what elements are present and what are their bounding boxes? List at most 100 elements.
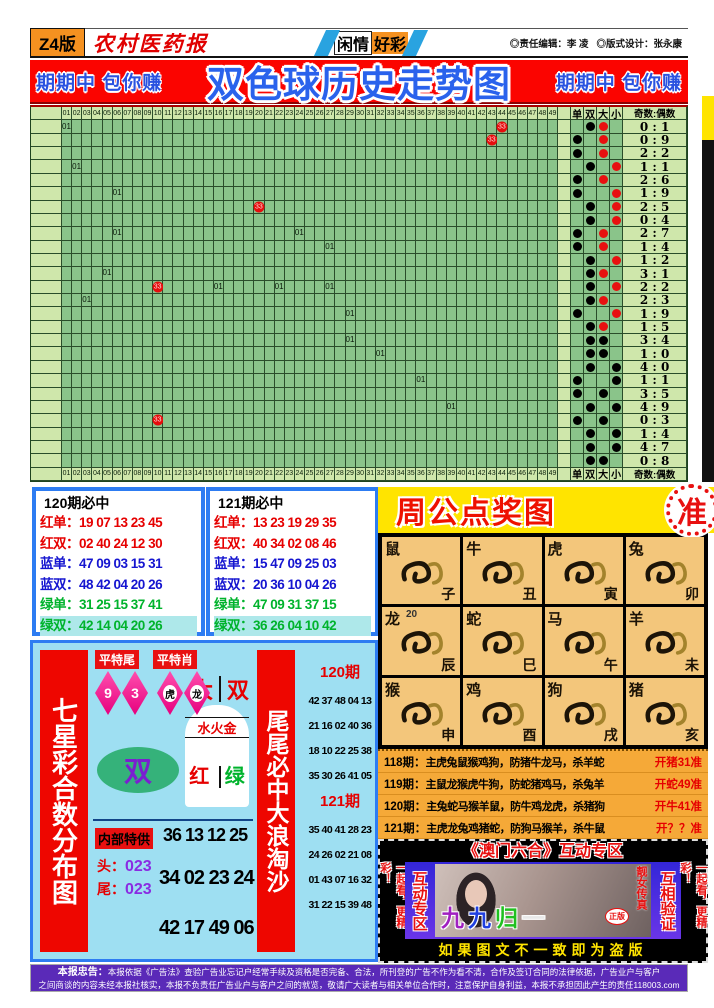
trend-cell	[254, 454, 265, 468]
trend-cell	[355, 454, 366, 468]
gap-cell	[558, 387, 572, 401]
trend-cell	[143, 454, 154, 468]
gap-cell	[558, 347, 572, 361]
trend-cell	[132, 173, 143, 188]
trend-cell	[234, 227, 245, 241]
tail-banner: 尾尾必中大浪淘沙	[257, 650, 295, 952]
indicator-cell	[597, 334, 611, 348]
trend-cell	[325, 360, 336, 375]
indicator-cell	[584, 280, 598, 295]
trend-cell	[386, 133, 397, 148]
trend-cell	[213, 253, 224, 268]
trend-cell	[406, 173, 417, 188]
trend-cell	[183, 414, 194, 428]
side-header: 单	[571, 107, 585, 121]
trend-cell	[264, 227, 275, 241]
trend-cell	[294, 213, 305, 228]
trend-cell	[193, 320, 204, 335]
trend-cell	[548, 133, 559, 148]
trend-cell	[244, 160, 255, 174]
trend-row: 33 01 01 01 2 : 2	[31, 280, 688, 295]
trend-cell	[193, 387, 204, 401]
zodiac-grid: 鼠子牛丑虎寅兔卯龙 20 辰蛇巳马午羊未猴申鸡酉狗戌猪亥	[378, 533, 708, 749]
gap-cell	[558, 227, 572, 241]
indicator-cell	[597, 440, 611, 455]
trend-cell	[386, 173, 397, 188]
trend-cell	[82, 347, 93, 361]
head-numbers: 023	[125, 858, 152, 875]
trend-cell	[122, 454, 133, 468]
trend-cell	[234, 400, 245, 415]
trend-cell	[122, 213, 133, 228]
indicator-cell	[610, 253, 624, 268]
trend-cell	[335, 280, 346, 295]
trend-cell	[527, 360, 538, 375]
zodiac-branch: 申	[441, 728, 456, 744]
spacer-cell	[31, 414, 62, 428]
trend-cell	[456, 440, 467, 455]
trend-cell	[315, 147, 326, 161]
col-header: 16	[213, 467, 224, 482]
size-dot	[598, 389, 608, 399]
prediction-title: 121期必中	[218, 495, 284, 511]
trend-cell	[325, 320, 336, 335]
trend-cell	[132, 294, 143, 308]
trend-cell	[345, 360, 356, 375]
size-dot	[611, 402, 621, 412]
trend-cell	[274, 147, 285, 161]
col-header: 15	[203, 107, 214, 121]
tail-row: 尾：023	[97, 879, 152, 899]
indicator-cell	[597, 187, 611, 201]
trend-cell	[315, 320, 326, 335]
col-header: 29	[345, 107, 356, 121]
trend-cell	[527, 280, 538, 295]
trend-cell	[72, 400, 83, 415]
trend-cell	[487, 294, 498, 308]
trend-cell	[507, 267, 518, 281]
trend-cell	[143, 360, 154, 375]
trend-cell	[446, 173, 457, 188]
trend-cell	[527, 414, 538, 428]
spacer-cell	[31, 454, 62, 468]
trend-cell	[82, 307, 93, 321]
trend-cell	[254, 267, 265, 281]
trend-cell	[264, 213, 275, 228]
trend-cell	[467, 374, 478, 388]
spacer-cell	[31, 360, 62, 375]
col-header: 06	[112, 107, 123, 121]
trend-cell	[345, 253, 356, 268]
trend-cell	[264, 374, 275, 388]
trend-row: 01 3 : 4	[31, 333, 688, 348]
trend-cell	[183, 133, 194, 148]
trend-cell	[487, 200, 498, 214]
side-header: 双	[584, 107, 598, 121]
trend-cell	[254, 360, 265, 375]
trend-cell	[143, 187, 154, 201]
trend-cell	[274, 160, 285, 174]
prediction-row: 红单：19 07 13 23 45	[40, 515, 163, 530]
trend-cell	[173, 253, 184, 268]
trend-cell	[72, 280, 83, 295]
trend-cell	[163, 360, 174, 375]
trend-cell	[264, 187, 275, 201]
trend-cell	[62, 280, 73, 295]
trend-cell	[406, 267, 417, 281]
spacer-cell	[31, 173, 62, 188]
trend-cell	[365, 227, 376, 241]
trend-cell	[294, 320, 305, 335]
trend-cell	[365, 400, 376, 415]
trend-cell	[82, 160, 93, 174]
trend-cell	[507, 147, 518, 161]
trend-cell	[82, 253, 93, 268]
trend-cell	[92, 120, 103, 134]
trend-cell	[467, 294, 478, 308]
trend-cell	[284, 213, 295, 228]
trend-cell	[477, 147, 488, 161]
trend-cell	[517, 414, 528, 428]
trend-cell	[365, 387, 376, 401]
trend-cell	[244, 440, 255, 455]
trend-cell	[537, 374, 548, 388]
trend-cell	[406, 334, 417, 348]
trend-row: 01 1 : 0	[31, 347, 688, 361]
trend-cell	[436, 200, 447, 214]
